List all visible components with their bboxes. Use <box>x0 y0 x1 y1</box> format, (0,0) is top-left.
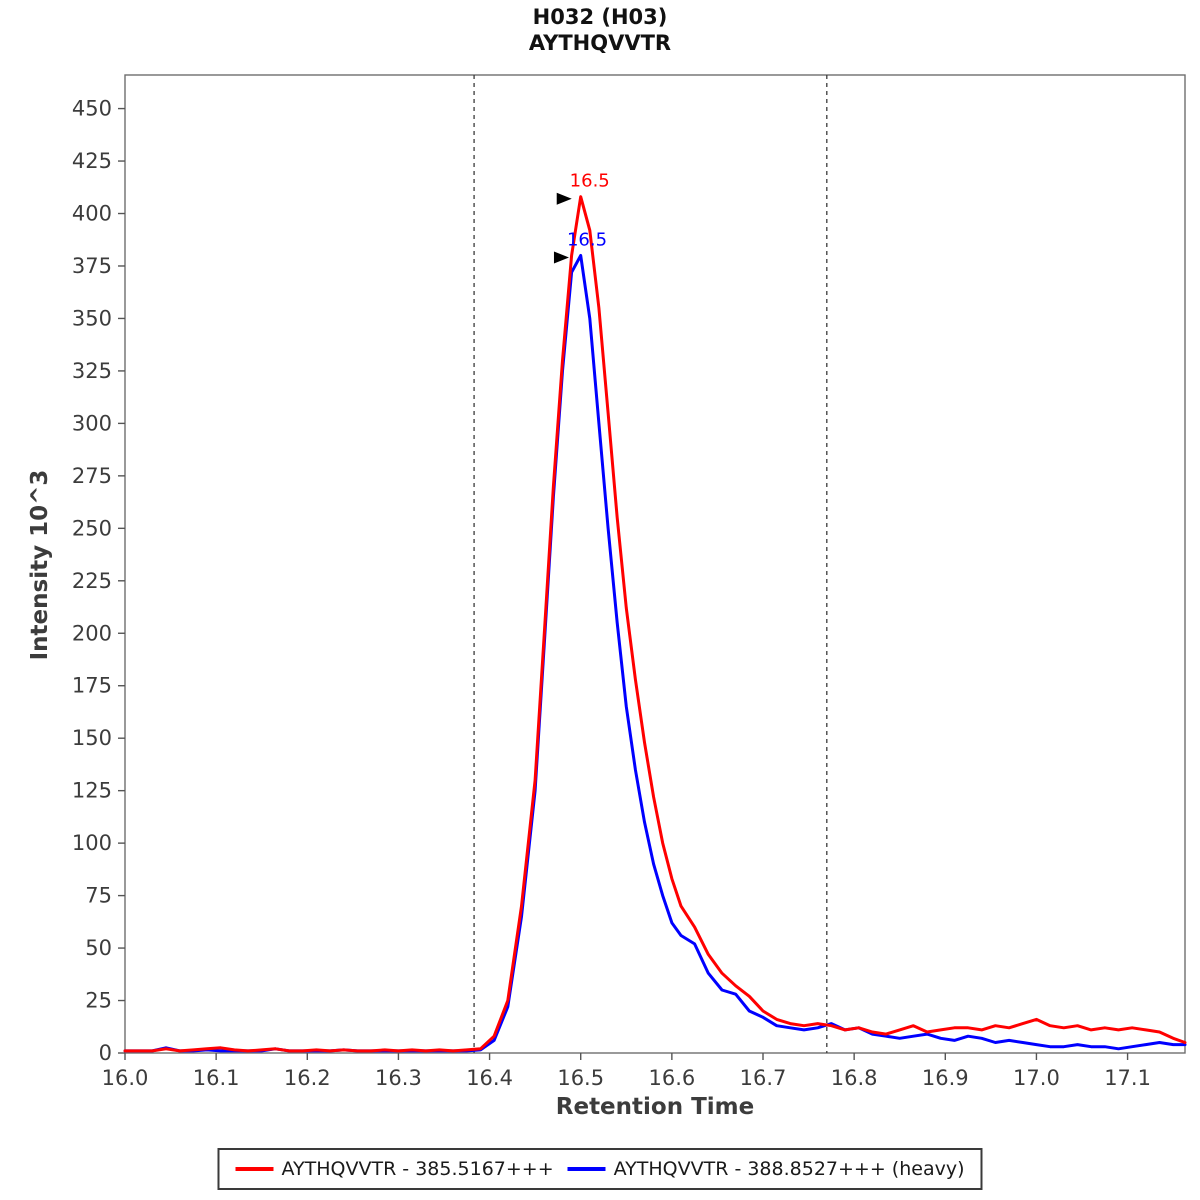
y-tick-label: 375 <box>72 254 112 278</box>
y-tick-label: 425 <box>72 149 112 173</box>
y-tick-label: 175 <box>72 674 112 698</box>
y-tick-label: 0 <box>99 1041 112 1065</box>
y-tick-label: 275 <box>72 464 112 488</box>
y-tick-label: 225 <box>72 569 112 593</box>
y-tick-label: 150 <box>72 726 112 750</box>
plot-border <box>124 74 1186 1054</box>
legend-item-light: AYTHQVVTR - 385.5167+++ <box>235 1158 554 1180</box>
series-line <box>123 254 1187 1053</box>
chromatogram-plot: 0 25 50 75 100 125 150 175 200 225 250 275 300 325 350… <box>72 74 1187 1090</box>
y-tick-label: 200 <box>72 621 112 645</box>
series-line <box>123 195 1187 1053</box>
y-tick-label: 75 <box>85 884 112 908</box>
x-tick-label: 16.2 <box>284 1066 331 1090</box>
x-tick-label: 16.7 <box>740 1066 787 1090</box>
y-tick-label: 50 <box>85 936 112 960</box>
y-tick-label: 250 <box>72 516 112 540</box>
peak-rt-annotation: 16.5 <box>567 229 607 250</box>
x-tick-label: 16.3 <box>375 1066 422 1090</box>
legend-item-heavy: AYTHQVVTR - 388.8527+++ (heavy) <box>567 1158 965 1180</box>
x-axis-label: Retention Time <box>555 1094 755 1120</box>
peak-pointer-icon <box>553 251 569 264</box>
x-tick-label: 16.0 <box>102 1066 149 1090</box>
legend: AYTHQVVTR - 385.5167+++ AYTHQVVTR - 388.… <box>217 1148 983 1190</box>
x-tick-label: 17.1 <box>1104 1066 1151 1090</box>
y-tick-label: 125 <box>72 779 112 803</box>
x-tick-label: 16.8 <box>831 1066 878 1090</box>
x-tick-label: 16.5 <box>557 1066 604 1090</box>
x-tick-label: 16.4 <box>466 1066 513 1090</box>
peak-rt-annotation: 16.5 <box>570 171 610 192</box>
x-tick-label: 16.9 <box>922 1066 969 1090</box>
x-tick-label: 17.0 <box>1013 1066 1060 1090</box>
y-tick-label: 100 <box>72 831 112 855</box>
x-tick-label: 16.6 <box>648 1066 695 1090</box>
x-tick-label: 16.1 <box>193 1066 240 1090</box>
y-tick-label: 325 <box>72 359 112 383</box>
peak-pointer-icon <box>556 192 572 205</box>
chart-title-replicate: H032 (H03) <box>532 5 668 29</box>
y-tick-label: 300 <box>72 411 112 435</box>
y-tick-label: 450 <box>72 97 112 121</box>
legend-label-heavy: AYTHQVVTR - 388.8527+++ (heavy) <box>613 1158 965 1180</box>
legend-label-light: AYTHQVVTR - 385.5167+++ <box>281 1158 554 1180</box>
y-tick-label: 350 <box>72 306 112 330</box>
legend-swatch-light <box>235 1167 274 1171</box>
y-tick-label: 25 <box>85 989 112 1013</box>
legend-swatch-heavy <box>567 1167 606 1171</box>
chart-title-peptide: AYTHQVVTR <box>528 31 672 56</box>
chart-title-block: H032 (H03) AYTHQVVTR <box>0 4 1200 57</box>
y-tick-label: 400 <box>72 202 112 226</box>
